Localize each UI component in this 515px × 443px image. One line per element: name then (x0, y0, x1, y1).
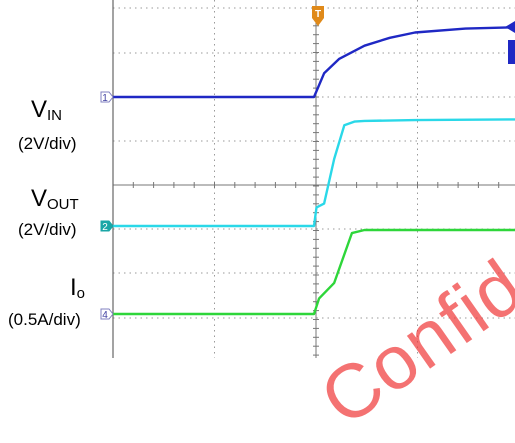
vout-scale-label: (2V/div) (18, 220, 77, 239)
vin-label: VIN (31, 96, 63, 124)
channel-number: 1 (102, 93, 108, 104)
right-edge-bar (508, 40, 515, 64)
channel-marker-4: 4 (100, 308, 114, 321)
scope-markers: 1 2 4 T (100, 6, 515, 321)
trigger-marker: T (312, 6, 324, 26)
trace-vin (113, 26, 515, 99)
io-label: Io (70, 274, 86, 302)
trace-vout (113, 118, 515, 228)
trace-io (113, 228, 515, 316)
channel-number: 2 (102, 222, 108, 233)
channel-number: 4 (102, 310, 108, 321)
vin-scale-label: (2V/div) (18, 134, 77, 153)
oscilloscope-chart: 1 2 4 T (100, 0, 515, 358)
channel-marker-2: 2 (100, 220, 114, 233)
right-edge-marker (505, 21, 515, 33)
vout-label: VOUT (31, 185, 79, 213)
trigger-letter: T (315, 9, 321, 20)
channel-marker-1: 1 (100, 91, 114, 104)
scope-grid (112, 0, 515, 358)
io-scale-label: (0.5A/div) (8, 310, 81, 329)
scope-traces (113, 26, 515, 316)
